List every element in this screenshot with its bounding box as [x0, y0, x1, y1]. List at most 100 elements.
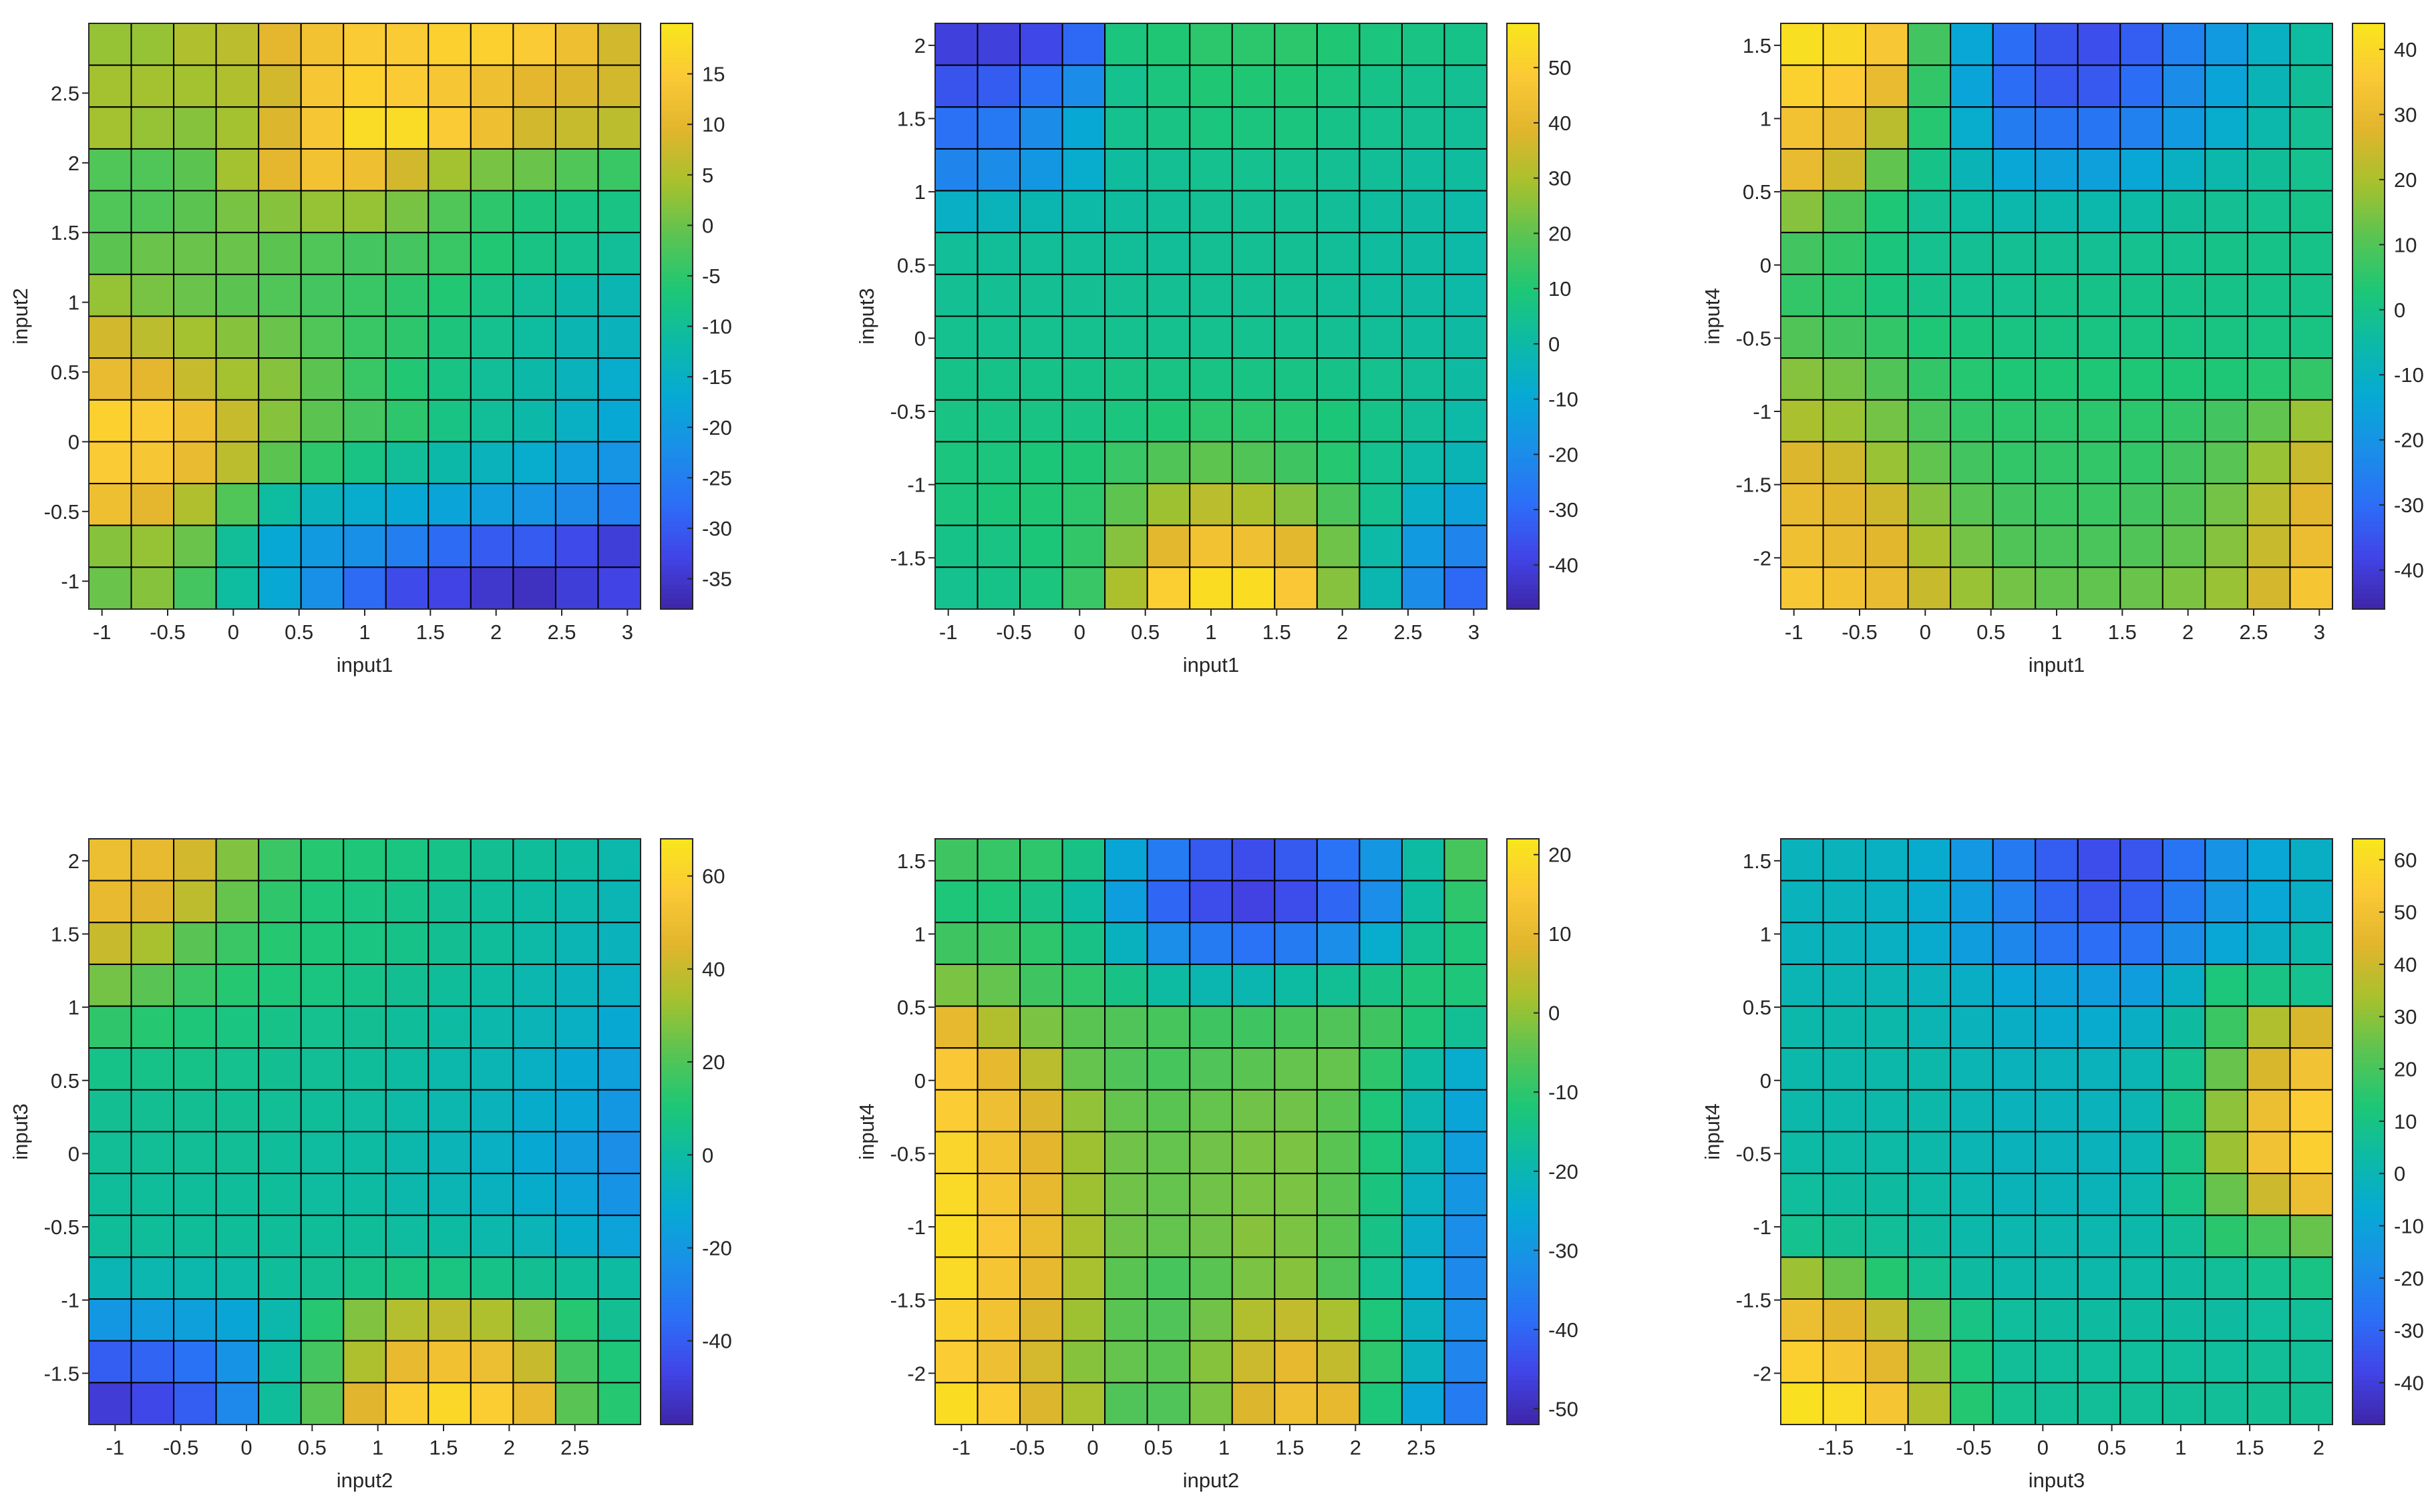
heatmap-cell: [597, 1340, 642, 1384]
heatmap-cell: [1822, 148, 1867, 192]
heatmap-cell: [1146, 441, 1191, 485]
colorbar-segment: [2353, 1404, 2385, 1410]
heatmap-cell: [258, 357, 302, 401]
colorbar-segment: [661, 1317, 693, 1323]
x-tick-label: 1: [372, 1436, 383, 1459]
y-tick-label: 0.5: [1743, 996, 1771, 1019]
colorbar-segment: [1507, 1107, 1539, 1113]
heatmap-cell: [88, 1131, 132, 1175]
heatmap-cell: [1104, 441, 1148, 485]
heatmap-cell: [512, 880, 556, 924]
heatmap-cell: [2246, 148, 2291, 192]
heatmap-cell: [88, 838, 132, 882]
colorbar-segment: [1507, 555, 1539, 561]
heatmap-cell: [1316, 441, 1361, 485]
heatmap-cell: [1780, 1005, 1824, 1049]
y-tick-label: -1.5: [890, 1289, 926, 1312]
heatmap-cell: [1780, 483, 1824, 526]
colorbar-tick-label: -35: [702, 568, 732, 591]
heatmap-cell: [2204, 880, 2248, 924]
heatmap-cell: [2077, 1005, 2121, 1049]
colorbar-segment: [661, 1175, 693, 1181]
heatmap-cell: [1865, 1173, 1909, 1216]
heatmap-cell: [2119, 273, 2163, 317]
colorbar-tick-label: -20: [2394, 429, 2424, 452]
colorbar-segment: [1507, 170, 1539, 176]
heatmap-cell: [2077, 1173, 2121, 1216]
colorbar-segment: [1507, 1263, 1539, 1269]
heatmap-cell: [1443, 1131, 1488, 1175]
heatmap-cell: [597, 483, 642, 526]
heatmap-cell: [1359, 315, 1403, 359]
heatmap-cell: [1950, 1214, 1994, 1258]
heatmap-cell: [977, 1382, 1021, 1426]
colorbar-segment: [661, 457, 693, 463]
colorbar-segment: [2353, 208, 2385, 214]
heatmap-cell: [1274, 232, 1318, 275]
heatmap-cell: [88, 1256, 132, 1300]
colorbar-segment: [661, 1341, 693, 1347]
heatmap-cell: [215, 399, 260, 443]
colorbar-segment: [661, 272, 693, 278]
heatmap-cell: [470, 1131, 514, 1175]
x-axis-label: input2: [1183, 1469, 1239, 1492]
colorbar-segment: [1507, 574, 1539, 580]
heatmap-cell: [597, 106, 642, 150]
colorbar-segment: [2353, 1205, 2385, 1211]
x-tick-label: 3: [622, 620, 633, 644]
colorbar-segment: [1507, 204, 1539, 210]
heatmap-cell: [977, 922, 1021, 965]
colorbar-segment: [1507, 941, 1539, 947]
heatmap-cell: [1146, 1214, 1191, 1258]
heatmap-cell: [1231, 1214, 1276, 1258]
colorbar-segment: [2353, 1273, 2385, 1279]
heatmap-cell: [1231, 315, 1276, 359]
colorbar-tick-label: 15: [702, 63, 725, 86]
colorbar-segment: [1507, 1248, 1539, 1254]
colorbar-segment: [1507, 218, 1539, 224]
heatmap-cell: [2077, 23, 2121, 66]
colorbar-segment: [661, 23, 693, 29]
heatmap-cell: [597, 273, 642, 317]
heatmap-cell: [1907, 566, 1952, 610]
colorbar-segment: [2353, 594, 2385, 600]
heatmap-cell: [215, 524, 260, 568]
heatmap-cell: [1359, 190, 1403, 234]
heatmap-cell: [1992, 148, 2037, 192]
heatmap-cell: [1189, 1340, 1233, 1384]
heatmap-cell: [1231, 148, 1276, 192]
colorbar-segment: [2353, 1312, 2385, 1318]
colorbar-segment: [1507, 1170, 1539, 1176]
y-axis-label: input3: [855, 288, 878, 344]
colorbar-segment: [1507, 1097, 1539, 1103]
colorbar-segment: [1507, 1244, 1539, 1250]
heatmap-cell: [597, 838, 642, 882]
y-tick-label: 1: [1760, 108, 1771, 131]
heatmap-cell: [470, 1089, 514, 1133]
colorbar-segment: [2353, 1068, 2385, 1074]
heatmap-cell: [1104, 1340, 1148, 1384]
heatmap-cell: [2204, 524, 2248, 568]
colorbar-segment: [2353, 1414, 2385, 1421]
y-tick-label: 0: [68, 1142, 79, 1165]
heatmap-cell: [597, 399, 642, 443]
heatmap-cell: [554, 566, 599, 610]
heatmap-cell: [554, 1131, 599, 1175]
y-tick-label: 1: [68, 291, 79, 315]
heatmap-cell: [977, 148, 1021, 192]
heatmap-cell: [1865, 963, 1909, 1007]
heatmap-cell: [2077, 106, 2121, 150]
heatmap-cell: [1104, 1005, 1148, 1049]
colorbar-segment: [661, 81, 693, 87]
heatmap-cell: [343, 1173, 387, 1216]
colorbar-segment: [1507, 447, 1539, 453]
heatmap-cell: [512, 1173, 556, 1216]
heatmap-cell: [1189, 23, 1233, 66]
colorbar-segment: [2353, 155, 2385, 161]
colorbar-segment: [1507, 228, 1539, 234]
colorbar-segment: [661, 409, 693, 415]
colorbar-tick-label: 20: [702, 1051, 725, 1074]
colorbar-segment: [661, 589, 693, 595]
heatmap-cell: [1104, 190, 1148, 234]
heatmap-cell: [934, 106, 979, 150]
